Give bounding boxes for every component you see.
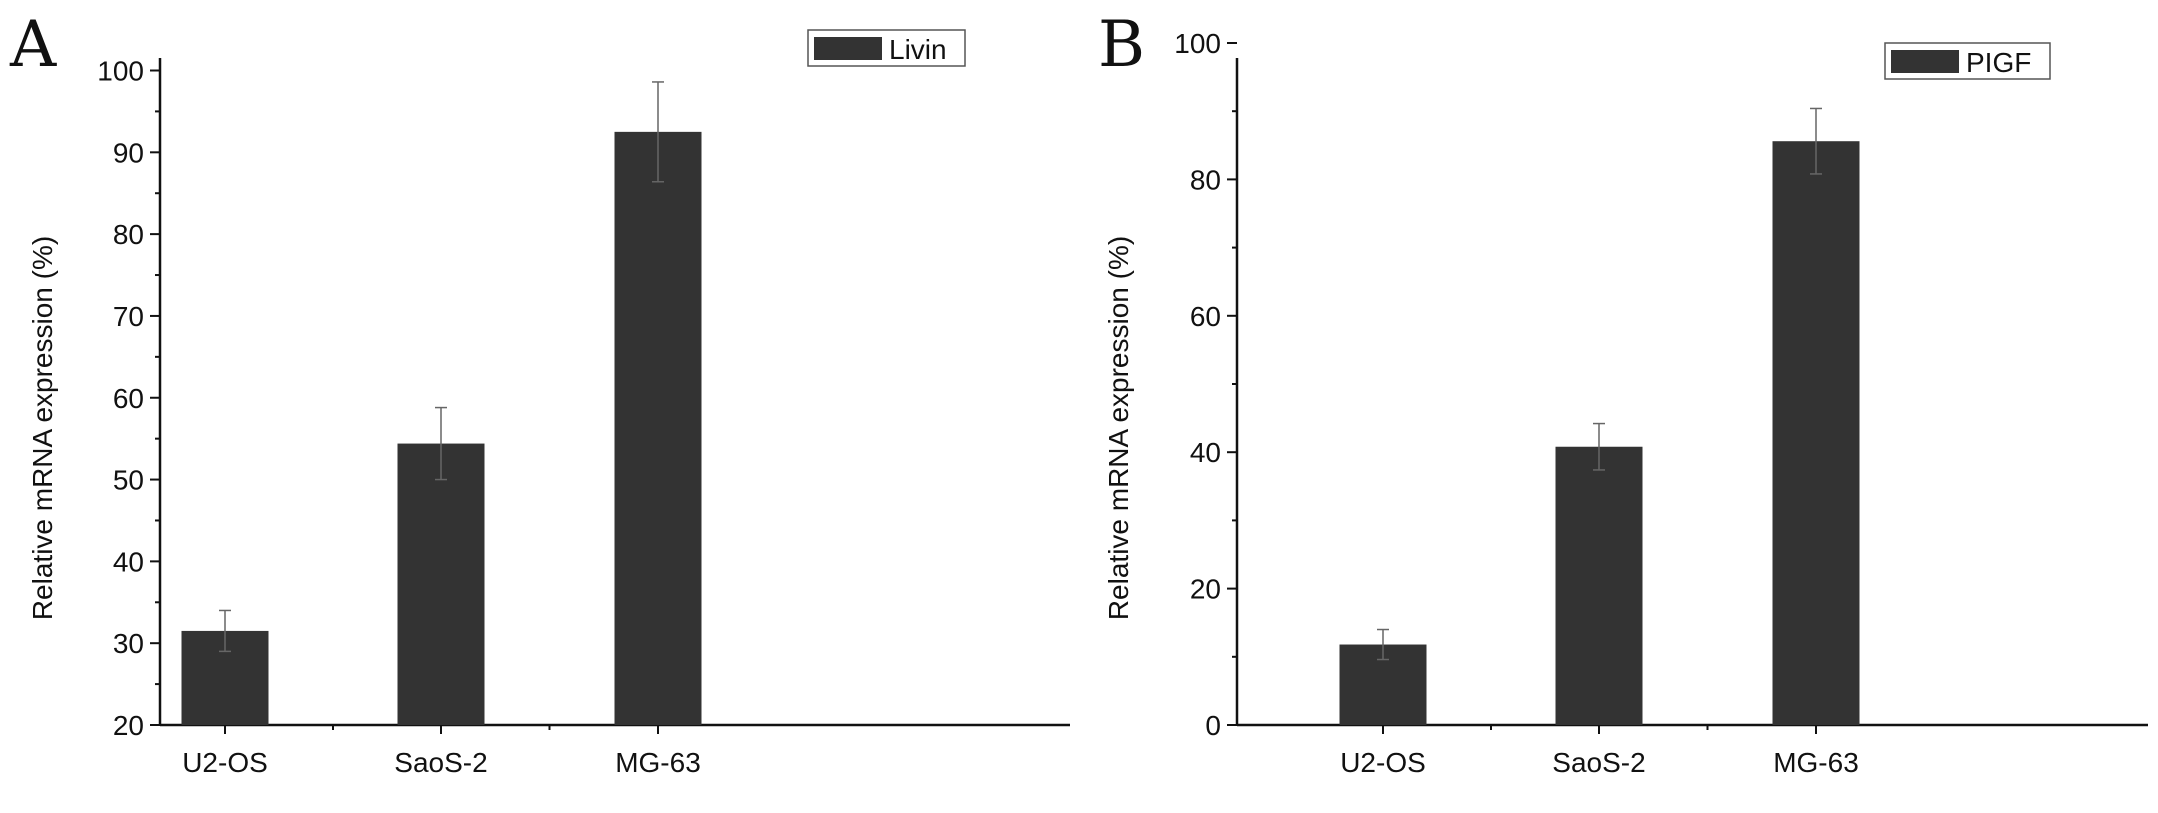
panel-a-y-tick-label: 100	[97, 56, 144, 87]
panel-b-legend-swatch	[1891, 50, 1959, 73]
panel-a-y-tick-label: 70	[113, 301, 144, 332]
panel-b-x-tick-label: U2-OS	[1340, 747, 1426, 778]
panel-b-bar	[1555, 446, 1643, 725]
panel-b-legend: PIGF	[1884, 42, 2051, 80]
panel-a-y-tick-label: 50	[113, 465, 144, 496]
panel-a-bar	[614, 131, 702, 725]
panel-b-y-tick-label: 0	[1205, 710, 1221, 741]
panel-b-x-tick-label: MG-63	[1773, 747, 1859, 778]
panel-a-y-tick-label: 90	[113, 137, 144, 168]
panel-a-y-tick-label: 60	[113, 383, 144, 414]
panel-b-letter: B	[1098, 8, 1145, 82]
panel-a-bar-chart: A Relative mRNA expression (%) Livin 20 3…	[9, 8, 1070, 778]
panel-a-bar	[397, 443, 485, 725]
panel-b-bars	[1339, 107, 1860, 725]
panel-a-letter: A	[9, 8, 57, 82]
panel-a-x-tick-label: MG-63	[615, 747, 701, 778]
panel-b-y-axis-title: Relative mRNA expression (%)	[1103, 236, 1134, 620]
panel-a-y-tick-label: 80	[113, 219, 144, 250]
panel-b-bar-chart: B Relative mRNA expression (%) PIGF 0 20 4…	[1098, 8, 2148, 778]
panel-a-y-tick-label: 40	[113, 546, 144, 577]
panel-a-legend: Livin	[807, 29, 966, 67]
panel-a-x-tick-label: SaoS-2	[394, 747, 487, 778]
panel-b-y-ticks: 0 20 40 60 80 100	[1174, 28, 1237, 741]
panel-b-x-tick-label: SaoS-2	[1552, 747, 1645, 778]
panel-b-y-tick-label: 20	[1190, 574, 1221, 605]
panel-a-legend-label: Livin	[889, 34, 947, 65]
panel-a-x-tick-labels: U2-OS SaoS-2 MG-63	[182, 725, 701, 778]
panel-a-bars	[181, 81, 702, 725]
panel-b-x-tick-labels: U2-OS SaoS-2 MG-63	[1340, 725, 1859, 778]
panel-a-legend-swatch	[814, 37, 882, 60]
panel-b-legend-label: PIGF	[1966, 47, 2031, 78]
panel-b-bar	[1772, 141, 1860, 725]
panel-a-y-ticks: 20 30 40 50 60 70 80 90 100	[97, 56, 160, 741]
panel-a-y-axis-title: Relative mRNA expression (%)	[27, 236, 58, 620]
panel-a-x-tick-label: U2-OS	[182, 747, 268, 778]
panel-b-y-tick-label: 60	[1190, 301, 1221, 332]
panel-b-y-tick-label: 40	[1190, 437, 1221, 468]
panel-b-y-tick-label: 80	[1190, 164, 1221, 195]
panel-a-y-tick-label: 20	[113, 710, 144, 741]
panel-a-y-tick-label: 30	[113, 628, 144, 659]
panel-b-y-tick-label: 100	[1174, 28, 1221, 59]
